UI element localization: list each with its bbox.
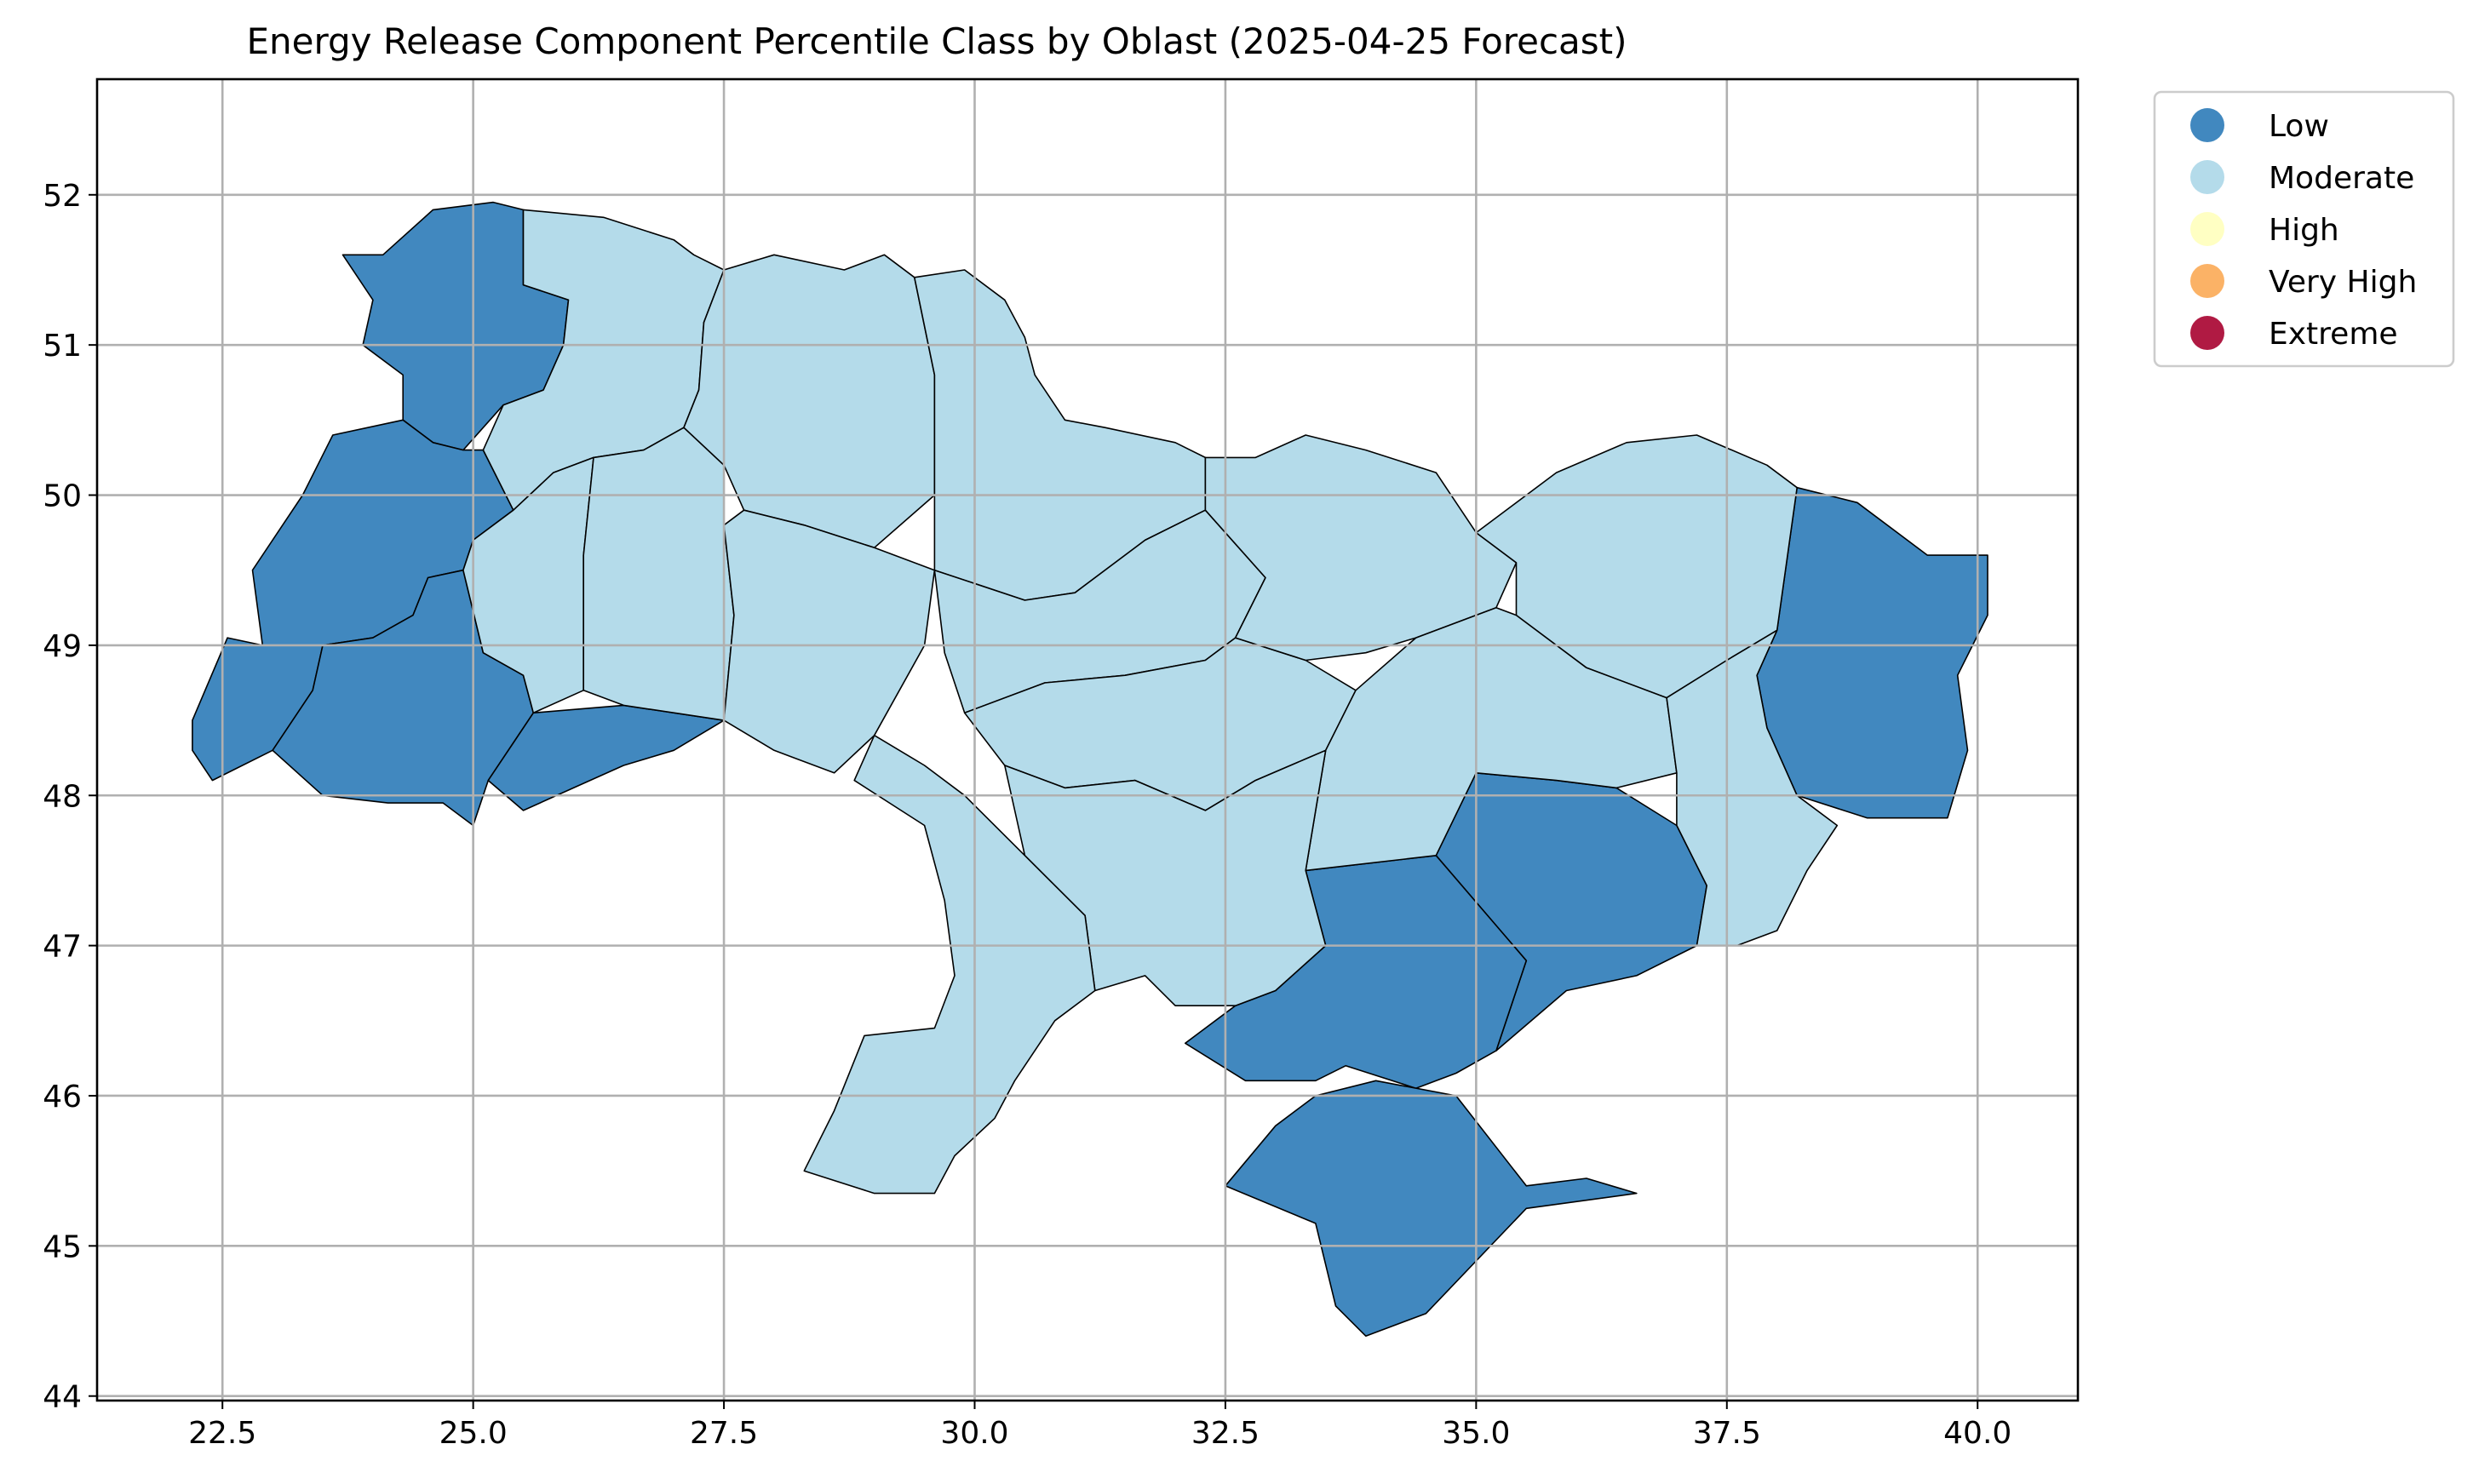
legend-label: Extreme: [2269, 317, 2398, 352]
legend-entry-high: High: [2190, 212, 2339, 248]
legend-label: Very High: [2269, 265, 2417, 300]
y-tick-label: 46: [43, 1080, 82, 1114]
legend-label: Low: [2269, 109, 2329, 144]
legend-marker: [2190, 264, 2224, 298]
y-axis: 44 45 46 47 48 49 50 51 52: [43, 179, 97, 1415]
oblast-regions: [192, 201, 1988, 1337]
legend-entry-extreme: Extreme: [2190, 316, 2398, 352]
x-tick-label: 40.0: [1943, 1416, 2011, 1451]
x-tick-label: 27.5: [690, 1416, 758, 1451]
legend-marker: [2190, 160, 2224, 194]
x-tick-label: 32.5: [1191, 1416, 1260, 1451]
region-13-moderate: [723, 509, 936, 774]
legend: Low Moderate High Very High Extreme: [2153, 90, 2455, 368]
legend-marker: [2190, 212, 2224, 246]
region-10-moderate: [462, 456, 594, 714]
legend-frame: [2153, 90, 2455, 368]
region-22-moderate: [803, 734, 1096, 1195]
x-axis: 22.5 25.0 27.5 30.0 32.5 35.0 37.5 40.0: [188, 1401, 2011, 1451]
legend-marker: [2190, 316, 2224, 350]
legend-marker: [2190, 108, 2224, 142]
grid-lines: [97, 79, 2078, 1401]
y-tick-label: 44: [43, 1380, 82, 1415]
region-5-low: [1756, 486, 1988, 819]
x-tick-label: 30.0: [940, 1416, 1008, 1451]
y-tick-label: 47: [43, 930, 82, 965]
y-tick-label: 49: [43, 629, 82, 664]
x-tick-label: 22.5: [188, 1416, 256, 1451]
region-11-moderate: [582, 427, 735, 721]
legend-entry-very-high: Very High: [2190, 264, 2417, 300]
axes-frame: [95, 77, 2080, 1402]
legend-entry-low: Low: [2190, 108, 2329, 144]
x-tick-label: 35.0: [1442, 1416, 1510, 1451]
region-8-low: [1225, 1080, 1638, 1337]
chart-title: Energy Release Component Percentile Clas…: [246, 20, 1627, 62]
legend-label: Moderate: [2269, 161, 2414, 196]
y-tick-label: 48: [43, 779, 82, 814]
y-tick-label: 51: [43, 329, 82, 364]
legend-entry-moderate: Moderate: [2190, 160, 2414, 196]
y-tick-label: 50: [43, 479, 82, 514]
x-tick-label: 25.0: [439, 1416, 508, 1451]
legend-label: High: [2269, 213, 2339, 248]
x-tick-label: 37.5: [1693, 1416, 1761, 1451]
y-tick-label: 52: [43, 179, 82, 214]
region-20-moderate: [1666, 629, 1839, 947]
y-tick-label: 45: [43, 1229, 82, 1264]
